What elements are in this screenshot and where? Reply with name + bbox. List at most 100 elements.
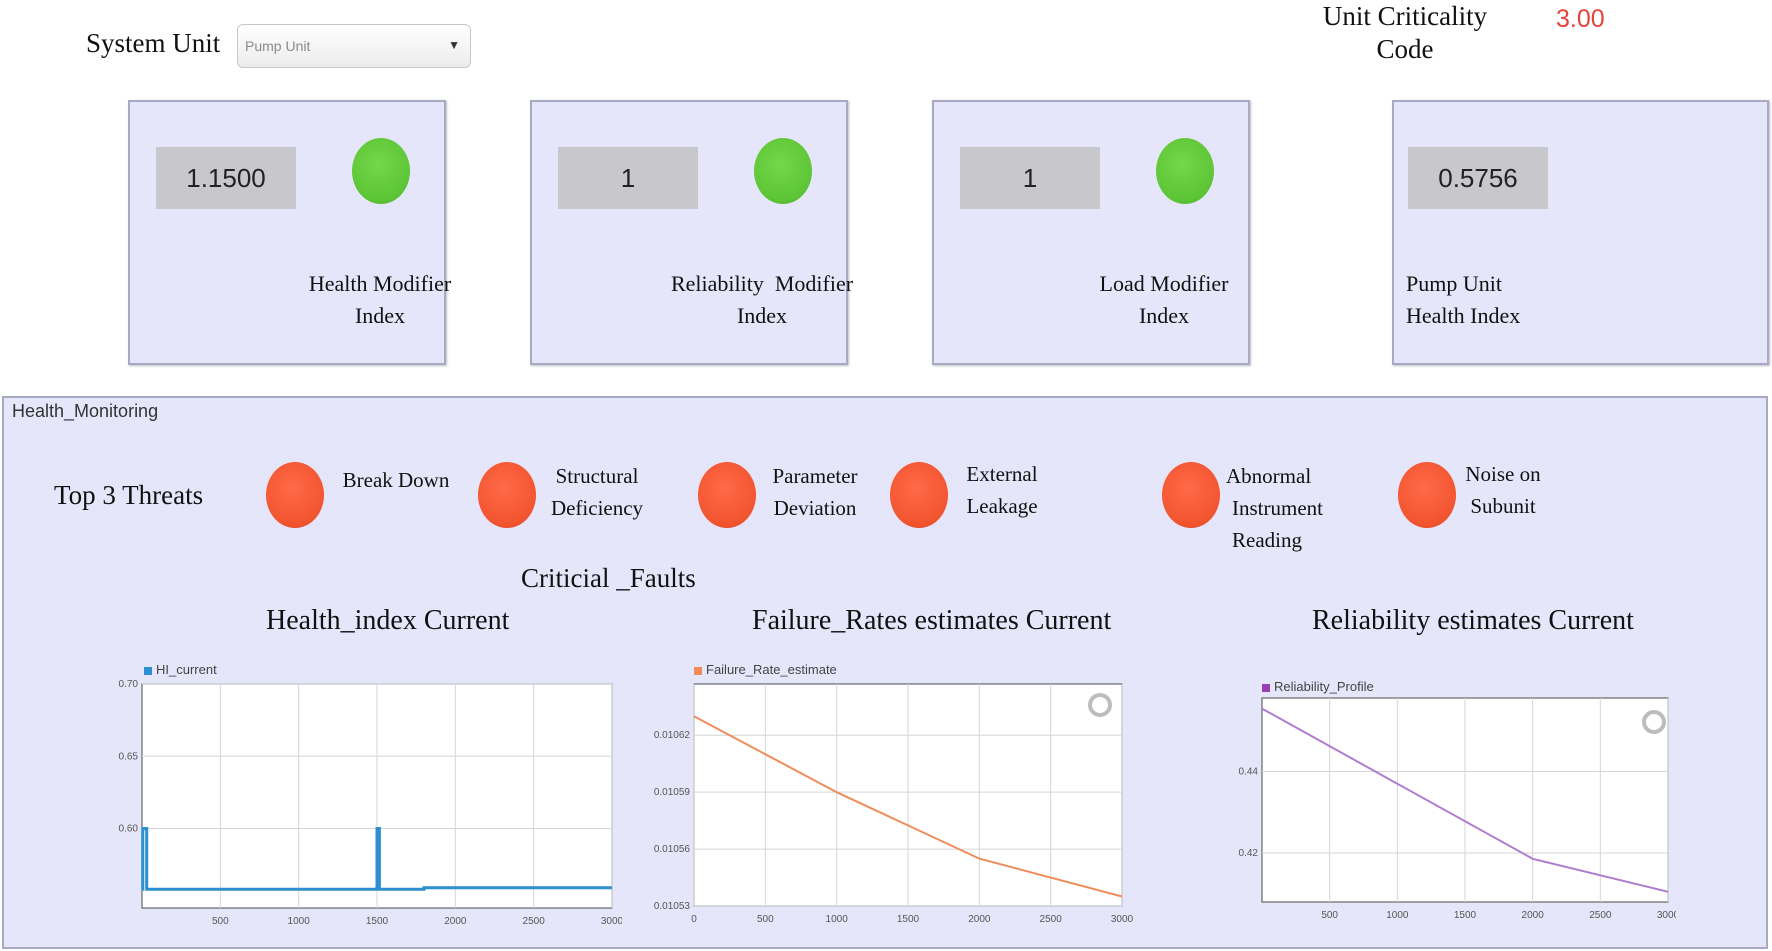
x-tick-label: 1500 (1454, 910, 1477, 921)
x-tick-label: 0 (691, 914, 697, 925)
threat-indicator-icon (266, 462, 324, 528)
x-tick-label: 500 (1321, 910, 1338, 921)
threat-line2: Deficiency (550, 496, 644, 520)
threat-label: Break Down (336, 464, 456, 496)
label-line1: Reliability Modifier (670, 271, 854, 296)
top-threats-label: Top 3 Threats (54, 480, 204, 510)
threat-label: Noise on Subunit (1458, 458, 1548, 522)
series-line (1261, 707, 1669, 893)
x-tick-label: 3000 (1111, 914, 1134, 925)
legend-label: HI_current (156, 662, 217, 677)
threat-line1: Parameter (772, 464, 858, 488)
reset-zoom-icon[interactable] (1642, 710, 1666, 734)
label-line2: Index (736, 303, 788, 328)
y-tick-label: 0.65 (119, 751, 139, 762)
reliability-chart[interactable]: 500 1000 1500 2000 2500 3000 0.42 0.44 (1236, 694, 1676, 944)
system-unit-label: System Unit (86, 28, 221, 58)
label-line2: Index (1138, 303, 1190, 328)
threat-line1: Abnormal (1226, 464, 1312, 488)
y-tick-label: 0.70 (119, 679, 139, 690)
system-unit-select[interactable]: Pump Unit ▼ (237, 24, 471, 68)
reliability-modifier-card: 1 Reliability Modifier Index (530, 100, 853, 365)
load-modifier-card: 1 Load Modifier Index (932, 100, 1250, 365)
x-tick-label: 2500 (1589, 910, 1612, 921)
threat-line2: Deviation (773, 496, 857, 520)
health-modifier-card: 1.1500 Health Modifier Index (128, 100, 451, 365)
threat-line1: External (966, 462, 1038, 486)
threat-label: Structural Deficiency (542, 460, 652, 524)
health-modifier-label: Health Modifier Index (280, 268, 480, 332)
criticality-label-line1: Unit Criticality (1322, 1, 1488, 31)
pump-unit-health-card: 0.5756 Pump Unit Health Index (1392, 100, 1769, 365)
y-tick-label: 0.01053 (654, 901, 691, 912)
load-modifier-value: 1 (960, 147, 1100, 209)
health-monitoring-title: Health_Monitoring (12, 401, 159, 421)
threat-indicator-icon (890, 462, 948, 528)
reliability-status-lamp-icon (754, 138, 812, 204)
y-tick-label: 0.01059 (654, 787, 691, 798)
threat-line1: Break Down (342, 468, 450, 492)
x-tick-label: 2000 (968, 914, 991, 925)
system-unit-selected-value: Pump Unit (245, 38, 311, 54)
x-tick-label: 3000 (601, 916, 622, 927)
x-tick-label: 2000 (444, 916, 467, 927)
unit-criticality-value: 3.00 (1556, 5, 1605, 33)
load-status-lamp-icon (1156, 138, 1214, 204)
y-tick-label: 0.60 (119, 824, 139, 835)
threat-line2: Subunit (1470, 494, 1536, 518)
pump-unit-health-value: 0.5756 (1408, 147, 1548, 209)
y-tick-label: 0.01056 (654, 844, 691, 855)
chart-legend[interactable]: Failure_Rate_estimate (694, 662, 837, 677)
x-tick-label: 2500 (523, 916, 546, 927)
health-monitoring-panel: Health_Monitoring Top 3 Threats Break Do… (2, 396, 1768, 949)
y-tick-label: 0.01062 (654, 730, 691, 741)
threat-line2: Leakage (966, 494, 1038, 518)
series-line (141, 827, 612, 891)
x-tick-label: 1000 (1386, 910, 1409, 921)
critical-faults-label: Criticial _Faults (521, 563, 696, 593)
chart-legend[interactable]: HI_current (144, 662, 217, 677)
threat-line1: Noise on (1465, 462, 1541, 486)
threat-label: Parameter Deviation (760, 460, 870, 524)
chart-title: Failure_Rates estimates Current (752, 605, 1112, 636)
chevron-down-icon[interactable]: ▼ (448, 38, 460, 52)
x-tick-label: 2000 (1522, 910, 1545, 921)
threat-line2: Instrument Reading (1232, 496, 1323, 552)
reset-zoom-icon[interactable] (1088, 693, 1112, 717)
legend-swatch-icon (694, 666, 702, 675)
x-tick-label: 1000 (826, 914, 849, 925)
y-tick-label: 0.42 (1239, 848, 1259, 859)
health-modifier-value: 1.1500 (156, 147, 296, 209)
threat-label: External Leakage (952, 458, 1052, 522)
legend-label: Reliability_Profile (1274, 679, 1374, 694)
chart-title: Health_index Current (266, 605, 510, 636)
health-status-lamp-icon (352, 138, 410, 204)
legend-label: Failure_Rate_estimate (706, 662, 837, 677)
health-index-chart[interactable]: 500 1000 1500 2000 2500 3000 0.60 0.65 0.70 (102, 678, 622, 948)
x-tick-label: 500 (757, 914, 774, 925)
threat-indicator-icon (478, 462, 536, 528)
label-line1: Pump Unit (1406, 271, 1502, 296)
label-line1: Load Modifier (1099, 271, 1229, 296)
chart-title: Reliability estimates Current (1312, 605, 1634, 636)
criticality-label-line2: Code (1376, 34, 1434, 64)
x-tick-label: 2500 (1040, 914, 1063, 925)
legend-swatch-icon (144, 666, 152, 675)
threat-indicator-icon (1162, 462, 1220, 528)
x-tick-label: 1000 (288, 916, 311, 927)
failure-rate-chart[interactable]: 0 500 1000 1500 2000 2500 3000 0.01053 0.01056 0.… (634, 678, 1134, 948)
chart-legend[interactable]: Reliability_Profile (1262, 679, 1374, 694)
series-line (693, 715, 1123, 898)
reliability-modifier-label: Reliability Modifier Index (632, 268, 892, 332)
x-tick-label: 500 (212, 916, 229, 927)
label-line1: Health Modifier (308, 271, 452, 296)
threat-indicator-icon (1398, 462, 1456, 528)
label-line2: Health Index (1406, 303, 1521, 328)
x-tick-label: 3000 (1657, 910, 1676, 921)
threat-label: Abnormal Instrument Reading (1222, 460, 1382, 556)
x-tick-label: 1500 (897, 914, 920, 925)
x-tick-label: 1500 (366, 916, 389, 927)
load-modifier-label: Load Modifier Index (1064, 268, 1264, 332)
pump-unit-health-label: Pump Unit Health Index (1406, 268, 1566, 332)
y-tick-label: 0.44 (1239, 766, 1259, 777)
